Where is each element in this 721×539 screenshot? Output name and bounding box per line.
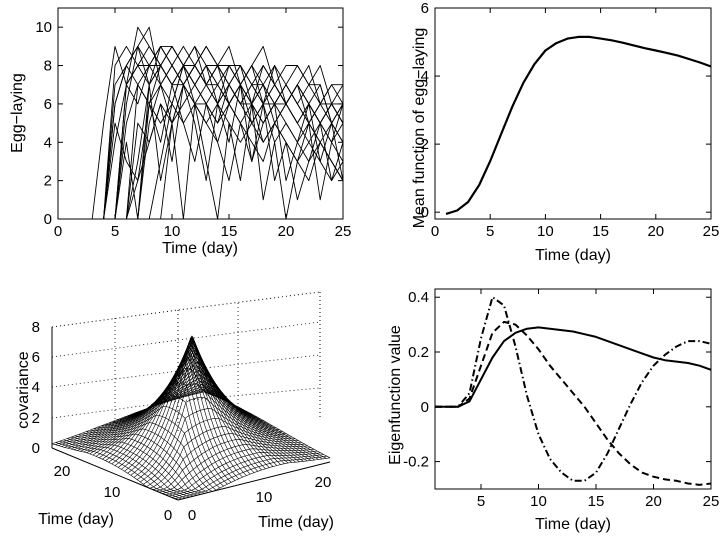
y-tick-label: -0.2 bbox=[403, 454, 429, 471]
z-grid-line bbox=[177, 321, 321, 341]
x-tick-label: 20 bbox=[278, 223, 295, 240]
mesh-line bbox=[86, 356, 239, 453]
x-tick-label: 10 bbox=[164, 223, 181, 240]
axis-ticks: 0 5 10 15 20 25 0 2 4 6 8 10 bbox=[35, 8, 351, 240]
mean-line bbox=[445, 35, 712, 215]
mesh-line bbox=[77, 369, 230, 451]
z-tick-label: 2 bbox=[32, 410, 40, 427]
panel-covariance-surface: 8 6 4 2 0 20 10 0 0 10 20 covariance Tim… bbox=[15, 291, 334, 531]
series-line-1 bbox=[445, 35, 712, 215]
y-tick-label: 4 bbox=[421, 68, 429, 85]
y-tick-label: 0.4 bbox=[408, 289, 429, 306]
x-axis-label: Time (day) bbox=[535, 516, 611, 533]
eigenfunction-lines bbox=[435, 296, 712, 486]
axis-ticks: 0 5 10 15 20 25 0 2 4 6 bbox=[421, 0, 720, 240]
y-tick-label: 0 bbox=[164, 507, 172, 524]
trajectory-lines bbox=[69, 26, 344, 220]
z-tick-label: 6 bbox=[32, 349, 40, 366]
covariance-mesh bbox=[51, 335, 331, 501]
x-tick-label: 5 bbox=[477, 493, 485, 510]
x-axis-label: Time (day) bbox=[162, 240, 238, 257]
plot-frame bbox=[434, 7, 712, 220]
z-tick-label: 8 bbox=[32, 319, 40, 336]
x-tick-label: 0 bbox=[431, 223, 439, 240]
y-tick-label: 0 bbox=[421, 399, 429, 416]
mesh-line bbox=[102, 338, 255, 460]
panel-mean-function: 0 5 10 15 20 25 0 2 4 6 Time (day) Mean function … bbox=[411, 0, 719, 264]
y-axis-label: Time (day) bbox=[38, 511, 114, 528]
mesh-line bbox=[174, 455, 327, 499]
y-tick-label: 20 bbox=[54, 463, 71, 480]
mesh-line bbox=[181, 377, 308, 462]
x-tick-label: 0 bbox=[188, 507, 196, 524]
z-axis-label: covariance bbox=[15, 351, 32, 428]
series-line-1 bbox=[435, 326, 712, 408]
x-tick-label: 5 bbox=[111, 223, 119, 240]
y-tick-label: 0 bbox=[421, 204, 429, 221]
x-tick-label: 15 bbox=[588, 493, 605, 510]
mesh-line bbox=[140, 396, 293, 483]
axis-ticks: 5 10 15 20 25 -0.2 0 0.2 0.4 bbox=[403, 289, 719, 510]
x-tick-label: 20 bbox=[647, 223, 664, 240]
x-tick-label: 0 bbox=[54, 223, 62, 240]
mesh-line bbox=[80, 365, 233, 452]
x-tick-label: 25 bbox=[703, 493, 720, 510]
y-tick-label: 6 bbox=[44, 96, 52, 113]
mesh-line bbox=[177, 373, 304, 462]
y-tick-label: 2 bbox=[421, 136, 429, 153]
y-tick-label: 4 bbox=[44, 134, 52, 151]
x-tick-label: 10 bbox=[537, 223, 554, 240]
mesh-line bbox=[93, 405, 221, 489]
back-wall-top bbox=[51, 291, 321, 328]
y-tick-label: 0 bbox=[44, 211, 52, 228]
x-axis-label: Time (day) bbox=[258, 514, 334, 531]
mesh-line bbox=[58, 388, 211, 446]
mesh-line bbox=[51, 391, 205, 445]
x-tick-label: 25 bbox=[335, 223, 352, 240]
x-tick-label: 10 bbox=[256, 489, 273, 506]
y-axis-label: Eigenfunction value bbox=[387, 325, 404, 465]
x-tick-label: 20 bbox=[645, 493, 662, 510]
mesh-line bbox=[184, 380, 312, 461]
y-tick-label: 2 bbox=[44, 173, 52, 190]
mesh-line bbox=[200, 390, 327, 459]
z-tick-label: 4 bbox=[32, 379, 40, 396]
mesh-line bbox=[105, 336, 258, 461]
y-tick-label: 10 bbox=[104, 484, 121, 501]
mesh-line bbox=[196, 388, 323, 460]
series-line-3 bbox=[435, 296, 712, 482]
plot-frame bbox=[434, 288, 712, 490]
y-tick-label: 0.2 bbox=[408, 344, 429, 361]
x-tick-label: 15 bbox=[592, 223, 609, 240]
panel-eigenfunctions: 5 10 15 20 25 -0.2 0 0.2 0.4 Time (day) Eigenfun… bbox=[387, 288, 719, 533]
y-tick-label: 6 bbox=[421, 0, 429, 17]
panel-egg-laying-trajectories: 0 5 10 15 20 25 0 2 4 6 8 10 Time (day) Egg−laying bbox=[9, 7, 351, 257]
x-tick-label: 10 bbox=[530, 493, 547, 510]
plot-frame bbox=[57, 7, 344, 220]
mesh-line bbox=[55, 390, 208, 445]
3d-axes-grid bbox=[51, 291, 331, 501]
series-line-2 bbox=[435, 320, 712, 486]
x-tick-label: 15 bbox=[221, 223, 238, 240]
series-line-10 bbox=[69, 84, 344, 220]
x-axis-label: Time (day) bbox=[535, 247, 611, 264]
x-tick-label: 5 bbox=[486, 223, 494, 240]
mesh-line bbox=[203, 391, 331, 459]
y-tick-label: 10 bbox=[35, 19, 52, 36]
mesh-line bbox=[192, 386, 319, 460]
series-line-1 bbox=[69, 45, 344, 220]
y-tick-label: 8 bbox=[44, 58, 52, 75]
x-tick-label: 20 bbox=[315, 474, 332, 491]
x-tick-label: 25 bbox=[703, 223, 720, 240]
series-line-7 bbox=[69, 65, 344, 220]
y-axis-label: Mean function of egg−laying bbox=[411, 28, 428, 229]
z-tick-label: 0 bbox=[32, 440, 40, 457]
mesh-line bbox=[188, 383, 315, 461]
mesh-line bbox=[169, 365, 296, 463]
mesh-line bbox=[173, 369, 300, 463]
mesh-line bbox=[83, 360, 236, 453]
y-axis-label: Egg−laying bbox=[9, 73, 26, 153]
